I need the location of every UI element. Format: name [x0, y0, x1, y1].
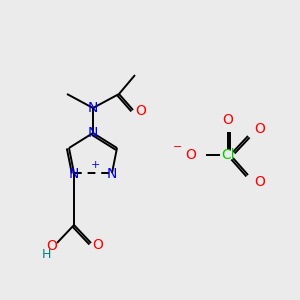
Text: O: O — [186, 148, 196, 162]
Text: +: + — [90, 160, 100, 170]
Text: N: N — [88, 101, 98, 115]
Text: O: O — [255, 122, 266, 136]
Text: N: N — [69, 167, 79, 181]
Text: O: O — [255, 175, 266, 189]
Text: N: N — [88, 126, 98, 140]
Text: O: O — [223, 113, 233, 127]
Text: O: O — [46, 239, 57, 253]
Text: N: N — [107, 167, 117, 181]
Text: H: H — [41, 248, 51, 260]
Text: O: O — [93, 238, 104, 252]
Text: O: O — [136, 104, 146, 118]
Text: −: − — [173, 142, 183, 152]
Text: Cl: Cl — [221, 148, 235, 162]
